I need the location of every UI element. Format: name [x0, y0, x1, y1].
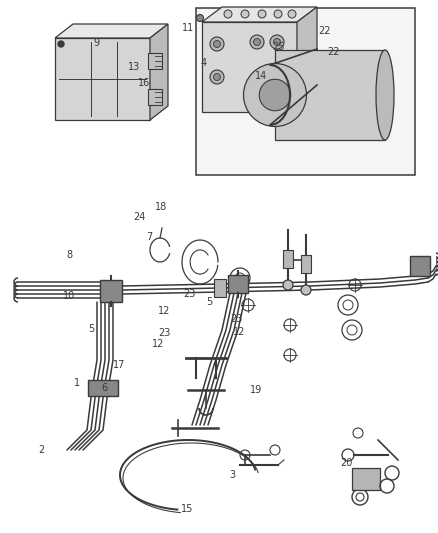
Text: 7: 7	[146, 232, 152, 242]
Bar	[196, 8, 415, 175]
Polygon shape	[297, 7, 317, 112]
Bar	[283, 250, 293, 268]
Text: 15: 15	[181, 504, 194, 514]
Circle shape	[301, 285, 311, 295]
Bar	[410, 256, 430, 276]
Circle shape	[224, 10, 232, 18]
Text: 13: 13	[127, 62, 140, 71]
Circle shape	[210, 70, 224, 84]
Bar	[301, 255, 311, 273]
Text: 11: 11	[182, 23, 194, 33]
Text: 23: 23	[183, 289, 195, 299]
Bar	[148, 53, 162, 69]
Circle shape	[241, 10, 249, 18]
Text: 12: 12	[158, 306, 170, 316]
Bar	[88, 380, 118, 396]
Text: 4: 4	[201, 58, 207, 68]
Circle shape	[258, 10, 266, 18]
Circle shape	[58, 41, 64, 47]
Text: 19: 19	[250, 385, 262, 395]
Text: 12: 12	[233, 327, 245, 336]
Circle shape	[288, 10, 296, 18]
Text: 17: 17	[113, 360, 125, 370]
Circle shape	[274, 10, 282, 18]
Circle shape	[270, 35, 284, 49]
Text: 14: 14	[254, 71, 267, 80]
Bar	[228, 275, 248, 293]
Polygon shape	[202, 7, 317, 22]
Text: 1: 1	[74, 378, 80, 387]
Text: 23: 23	[158, 328, 170, 338]
Bar	[202, 22, 297, 112]
Text: 9: 9	[93, 38, 99, 47]
Text: 2: 2	[39, 446, 45, 455]
Circle shape	[244, 63, 307, 126]
Bar	[214, 279, 226, 297]
Circle shape	[197, 14, 204, 21]
Circle shape	[273, 38, 280, 45]
Text: 3: 3	[229, 471, 235, 480]
Text: 23: 23	[230, 314, 243, 324]
Bar	[55, 38, 150, 120]
Text: 5: 5	[88, 325, 94, 334]
Text: 5: 5	[206, 297, 212, 307]
Circle shape	[213, 41, 220, 47]
Bar	[352, 468, 380, 490]
Circle shape	[259, 79, 291, 111]
Circle shape	[210, 37, 224, 51]
Text: 10: 10	[63, 291, 75, 301]
Circle shape	[254, 38, 261, 45]
Text: 22: 22	[328, 47, 340, 56]
Circle shape	[250, 35, 264, 49]
Text: 20: 20	[340, 458, 352, 467]
Text: 22: 22	[319, 26, 331, 36]
Text: 18: 18	[155, 202, 167, 212]
Polygon shape	[150, 24, 168, 120]
Text: 6: 6	[101, 383, 107, 393]
Text: 8: 8	[66, 250, 72, 260]
Text: 16: 16	[138, 78, 151, 87]
Polygon shape	[55, 24, 168, 38]
Bar	[275, 50, 385, 140]
Ellipse shape	[376, 50, 394, 140]
Bar	[100, 280, 122, 302]
Circle shape	[283, 280, 293, 290]
Text: 24: 24	[133, 213, 145, 222]
Circle shape	[213, 74, 220, 80]
Text: 12: 12	[152, 339, 165, 349]
Text: 25: 25	[272, 42, 284, 52]
Bar	[148, 89, 162, 105]
